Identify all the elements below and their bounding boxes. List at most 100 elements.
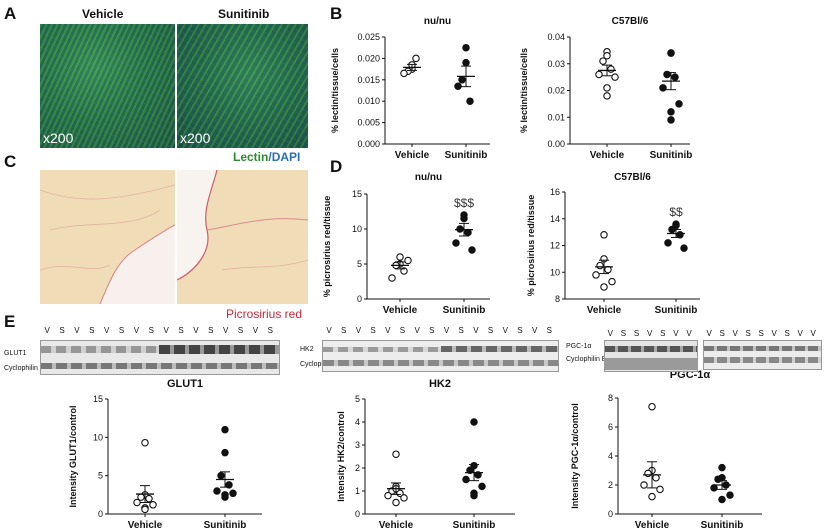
data-point-vehicle [608,277,616,286]
y-axis-label: Intensity HK2/control [336,411,346,502]
lane-label-vehicle: V [252,326,259,335]
data-point-vehicle [611,73,619,81]
x-category-label: Sunitinib [453,520,496,531]
blot-label-pgc1a: PGC-1α [566,343,592,350]
lane-label-vehicle: V [163,326,169,335]
y-tick-label: 0.015 [357,75,380,85]
panel-letter-b: B [330,4,343,23]
x-category-label: Sunitinib [701,520,744,531]
data-point-vehicle [599,57,607,65]
data-point-sunitinib [718,463,726,472]
dapi-legend: DAPI [271,150,301,164]
x-category-label: Vehicle [635,520,670,531]
data-point-sunitinib [478,482,486,491]
data-point-vehicle [145,494,153,503]
data-point-vehicle [392,498,400,507]
data-point-sunitinib [726,491,734,499]
data-point-vehicle [595,70,603,79]
chart-title: PGC-1α [670,369,711,381]
data-point-sunitinib [466,466,474,475]
y-tick-label: 0.01 [547,112,565,122]
data-point-vehicle [603,84,611,92]
y-tick-label: 0.03 [547,59,565,69]
data-point-sunitinib [680,244,688,252]
data-point-vehicle [141,438,149,447]
y-axis-label: % picrosirius red/tissue [526,195,536,297]
data-point-sunitinib [664,239,672,247]
x-category-label: Sunitinib [655,305,698,316]
data-point-sunitinib [462,475,470,484]
x-category-label: Sunitinib [445,150,488,161]
lane-label-sunitinib: S [237,326,244,335]
lane-label-sunitinib: S [719,329,725,338]
lane-label-sunitinib: S [370,326,376,335]
lane-label-sunitinib: S [633,329,640,338]
data-point-sunitinib [452,239,460,247]
data-point-sunitinib [213,487,221,495]
lane-label-sunitinib: S [458,326,464,335]
lane-label-vehicle: V [706,329,712,338]
lane-label-sunitinib: S [660,329,666,338]
y-tick-label: 8 [608,393,613,403]
x-category-label: Sunitinib [204,520,247,531]
data-point-vehicle [600,283,608,291]
blot-label-hk2: HK2 [300,346,314,353]
lane-label-sunitinib: S [745,329,751,338]
picrosirius-image-vehicle [40,170,175,304]
lane-label-sunitinib: S [487,326,494,335]
lane-label-sunitinib: S [267,326,273,335]
data-point-sunitinib [659,84,667,92]
lane-label-sunitinib: S [148,326,154,335]
y-tick-label: 0.000 [357,139,380,149]
image-label-vehicle: Vehicle [82,7,124,21]
picrosirius-image-sunitinib [177,170,308,304]
lane-label-vehicle: V [222,326,229,335]
x-category-label: Vehicle [590,150,625,161]
y-tick-label: 0.005 [357,118,380,128]
y-tick-label: 10 [352,224,362,234]
y-tick-label: 5 [357,259,362,269]
data-point-sunitinib [221,493,229,501]
y-tick-label: 0.020 [357,53,380,63]
data-point-sunitinib [468,246,476,254]
lane-label-vehicle: V [193,326,199,335]
data-point-vehicle [652,473,660,482]
y-axis-label: Intensity GLUT1/control [68,405,78,507]
lane-label-sunitinib: S [517,326,523,335]
y-tick-label: 3 [355,440,360,450]
blot-label-cyclophilin-2: Cyclophilin B [300,361,341,368]
y-tick-label: 0 [608,509,613,519]
lane-label-vehicle: V [385,326,391,335]
lane-label-vehicle: V [647,329,653,338]
lane-label-vehicle: V [473,326,479,335]
data-point-vehicle [392,450,400,458]
data-point-sunitinib [460,214,468,223]
data-point-sunitinib [221,448,229,457]
x-category-label: Vehicle [383,305,418,316]
y-tick-label: 0 [357,294,362,304]
legend-separator: / [268,150,272,164]
y-tick-label: 10 [93,432,103,442]
data-point-vehicle [648,492,656,501]
y-tick-label: 0.010 [357,96,380,106]
y-tick-label: 10 [550,267,560,277]
y-axis-label: % picrosirius red/tissue [322,196,332,298]
lane-label-sunitinib: S [758,329,764,338]
chart-title: HK2 [429,378,451,390]
data-point-vehicle [141,505,149,514]
x-category-label: Vehicle [379,520,414,531]
y-tick-label: 12 [550,241,560,251]
chart-title: nu/nu [424,16,451,27]
lane-label-sunitinib: S [620,329,627,338]
lane-label-vehicle: V [502,326,508,335]
magnification-label: x200 [180,130,211,146]
x-category-label: Vehicle [128,520,163,531]
data-point-vehicle [600,231,608,239]
blot-label-glut1: GLUT1 [4,350,27,357]
data-point-vehicle [644,469,652,478]
